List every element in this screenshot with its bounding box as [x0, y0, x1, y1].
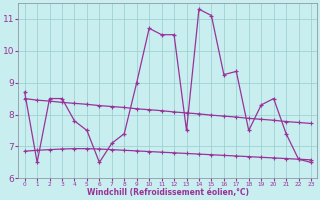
- X-axis label: Windchill (Refroidissement éolien,°C): Windchill (Refroidissement éolien,°C): [87, 188, 249, 197]
